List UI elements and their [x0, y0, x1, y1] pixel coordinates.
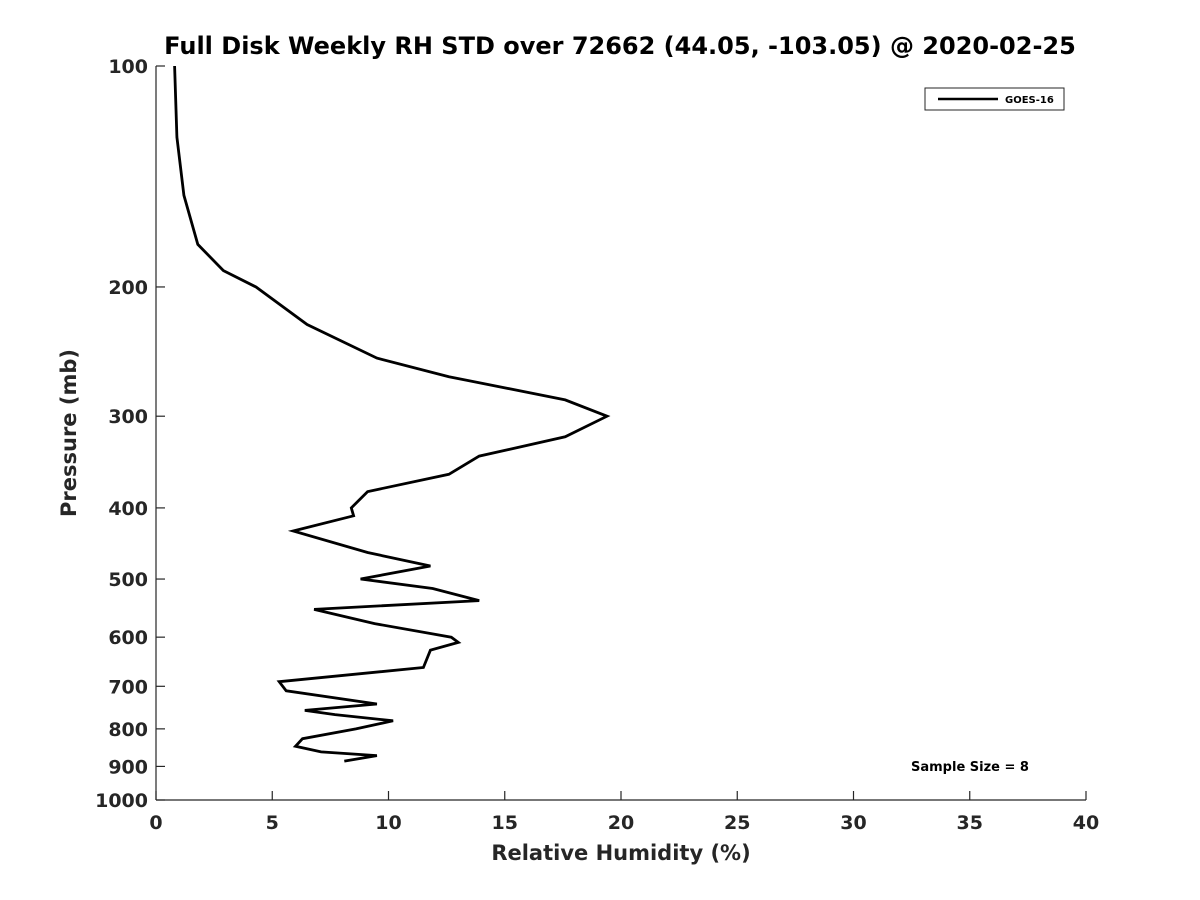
y-tick-label: 600 [108, 627, 148, 649]
legend: GOES-16 [924, 87, 1065, 111]
y-axis-label: Pressure (mb) [57, 349, 81, 517]
x-tick-label: 35 [957, 812, 983, 834]
y-tick-label: 200 [108, 277, 148, 299]
sample-size-annotation: Sample Size = 8 [911, 760, 1029, 775]
y-tick-label: 400 [108, 498, 148, 520]
x-tick-label: 20 [608, 812, 634, 834]
x-axis-label: Relative Humidity (%) [491, 841, 750, 865]
series-layer [173, 65, 611, 763]
y-tick-label: 100 [108, 56, 148, 78]
y-tick-label: 900 [108, 756, 148, 778]
x-tick-label: 0 [149, 812, 162, 834]
y-tick-label: 700 [108, 676, 148, 698]
x-tick-label: 15 [492, 812, 518, 834]
y-tick-label: 800 [108, 719, 148, 741]
series-line-goes-16 [173, 65, 611, 763]
plot-area [155, 66, 1086, 801]
x-tick-label: 40 [1073, 812, 1099, 834]
legend-label-goes-16: GOES-16 [1005, 95, 1054, 106]
y-tick-label: 300 [108, 406, 148, 428]
x-tick-label: 25 [724, 812, 750, 834]
y-tick-label: 1000 [95, 790, 148, 812]
y-tick-label: 500 [108, 569, 148, 591]
x-tick-label: 10 [375, 812, 401, 834]
x-axis-ticks: 0 5 10 15 20 25 30 35 40 [149, 791, 1099, 834]
x-tick-label: 30 [840, 812, 866, 834]
chart-title: Full Disk Weekly RH STD over 72662 (44.0… [164, 32, 1076, 60]
x-tick-label: 5 [266, 812, 279, 834]
y-axis-ticks: 100 200 300 400 500 600 700 800 900 1000 [95, 56, 165, 812]
